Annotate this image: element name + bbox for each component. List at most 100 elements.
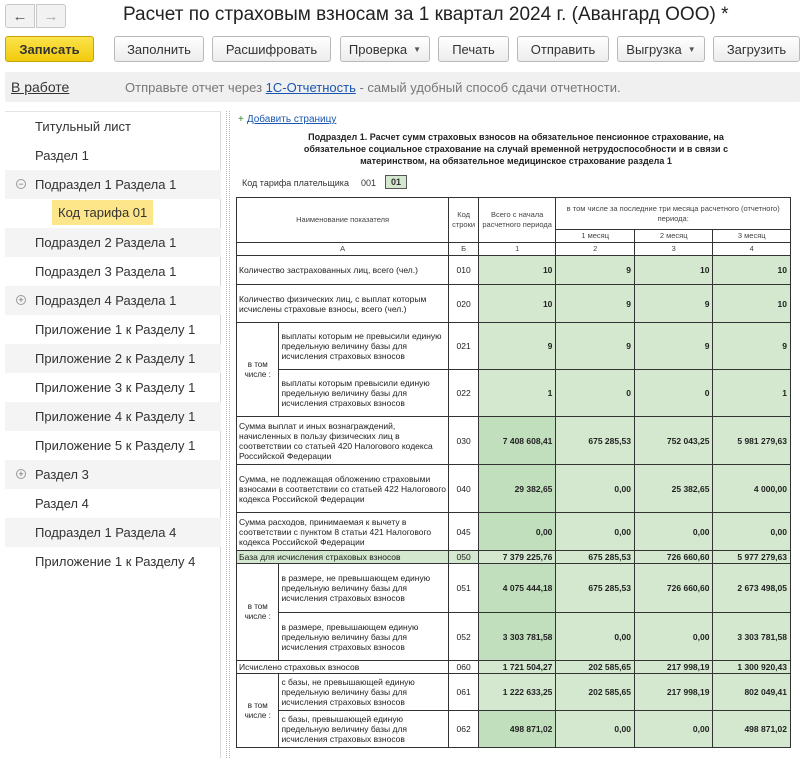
cell-total[interactable]: 1 222 633,25 xyxy=(477,673,557,711)
cell-total[interactable]: 10 xyxy=(477,255,557,285)
cell-total[interactable]: 7 379 225,76 xyxy=(477,550,557,564)
row-code: 051 xyxy=(448,563,479,613)
tree-item-subsection-1-4[interactable]: Подраздел 1 Раздела 4 xyxy=(5,518,221,547)
export-dropdown-button[interactable]: Выгрузка ▼ xyxy=(617,36,705,62)
cell-month-3[interactable]: 10 xyxy=(712,284,791,323)
cell-month-3[interactable]: 498 871,02 xyxy=(712,710,791,748)
col-b: Б xyxy=(448,242,479,256)
tree-item-tariff-01[interactable]: Код тарифа 01 xyxy=(5,199,221,228)
cell-month-2[interactable]: 0 xyxy=(633,369,714,417)
load-button[interactable]: Загрузить xyxy=(713,36,800,62)
cell-month-1[interactable]: 675 285,53 xyxy=(555,416,635,465)
cell-month-3[interactable]: 5 977 279,63 xyxy=(712,550,791,564)
cell-month-2[interactable]: 0,00 xyxy=(633,512,714,551)
fill-button[interactable]: Заполнить xyxy=(114,36,204,62)
collapse-icon[interactable]: − xyxy=(16,179,26,189)
cell-total[interactable]: 10 xyxy=(477,284,557,323)
cell-month-2[interactable]: 10 xyxy=(633,255,714,285)
cell-month-3[interactable]: 1 300 920,43 xyxy=(712,660,791,674)
cell-month-2[interactable]: 0,00 xyxy=(633,710,714,748)
cell-total[interactable]: 7 408 608,41 xyxy=(477,416,557,465)
save-button[interactable]: Записать xyxy=(5,36,94,62)
cell-total[interactable]: 1 721 504,27 xyxy=(477,660,557,674)
tree-item-section-3[interactable]: + Раздел 3 xyxy=(5,460,221,489)
1c-reporting-link[interactable]: 1С-Отчетность xyxy=(265,80,356,95)
tree-item-appendix-3[interactable]: Приложение 3 к Разделу 1 xyxy=(5,373,221,402)
table-row: Количество застрахованных лиц, всего (че… xyxy=(235,255,791,285)
cell-total[interactable]: 3 303 781,58 xyxy=(477,612,557,661)
tree-item-section-4[interactable]: Раздел 4 xyxy=(5,489,221,518)
cell-month-2[interactable]: 217 998,19 xyxy=(633,660,714,674)
tree-item-title-page[interactable]: Титульный лист xyxy=(5,112,221,141)
cell-month-1[interactable]: 0,00 xyxy=(555,710,635,748)
back-arrow-icon[interactable]: ← xyxy=(5,4,35,28)
cell-month-1[interactable]: 202 585,65 xyxy=(555,673,635,711)
heading-line: Подраздел 1. Расчет сумм страховых взнос… xyxy=(308,132,724,142)
cell-total[interactable]: 0,00 xyxy=(477,512,557,551)
forward-arrow-icon[interactable]: → xyxy=(36,4,66,28)
cell-month-1[interactable]: 0 xyxy=(555,369,635,417)
tree-item-label: Приложение 2 к Разделу 1 xyxy=(35,351,196,366)
tree-item-subsection-2-1[interactable]: Подраздел 2 Раздела 1 xyxy=(5,228,221,257)
cell-month-1[interactable]: 675 285,53 xyxy=(555,563,635,613)
cell-total[interactable]: 9 xyxy=(477,322,557,370)
cell-month-1[interactable]: 9 xyxy=(555,322,635,370)
tree-item-appendix-1[interactable]: Приложение 1 к Разделу 1 xyxy=(5,315,221,344)
expand-icon[interactable]: + xyxy=(16,295,26,305)
cell-month-1[interactable]: 202 585,65 xyxy=(555,660,635,674)
heading-line: материнством, на обязательное медицинско… xyxy=(360,156,672,166)
tree-item-subsection-4-1[interactable]: + Подраздел 4 Раздела 1 xyxy=(5,286,221,315)
tree-item-appendix-5[interactable]: Приложение 5 к Разделу 1 xyxy=(5,431,221,460)
cell-month-3[interactable]: 3 303 781,58 xyxy=(712,612,791,661)
add-page-link[interactable]: + Добавить страницу xyxy=(238,114,336,125)
cell-month-2[interactable]: 726 660,60 xyxy=(633,563,714,613)
cell-total[interactable]: 1 xyxy=(477,369,557,417)
table-row: с базы, превышающей единую предельную ве… xyxy=(237,710,791,748)
status-link[interactable]: В работе xyxy=(11,79,70,95)
tree-item-section-1[interactable]: Раздел 1 xyxy=(5,141,221,170)
info-bar: В работе Отправьте отчет через 1С-Отчетн… xyxy=(5,72,800,102)
cell-month-2[interactable]: 0,00 xyxy=(633,612,714,661)
cell-total[interactable]: 29 382,65 xyxy=(477,464,557,513)
expand-icon[interactable]: + xyxy=(16,469,26,479)
cell-month-3[interactable]: 9 xyxy=(712,322,791,370)
cell-month-3[interactable]: 2 673 498,05 xyxy=(712,563,791,613)
cell-month-2[interactable]: 9 xyxy=(633,284,714,323)
tree-item-subsection-3-1[interactable]: Подраздел 3 Раздела 1 xyxy=(5,257,221,286)
table-header-row: А Б 1 2 3 4 xyxy=(235,242,791,256)
toolbar: Записать Заполнить Расшифровать Проверка… xyxy=(0,36,800,64)
tree-item-appendix-1-4[interactable]: Приложение 1 к Разделу 4 xyxy=(5,547,221,576)
row-code: 052 xyxy=(448,612,479,661)
cell-month-3[interactable]: 10 xyxy=(712,255,791,285)
tree-item-appendix-2[interactable]: Приложение 2 к Разделу 1 xyxy=(5,344,221,373)
cell-month-1[interactable]: 9 xyxy=(555,255,635,285)
cell-total[interactable]: 498 871,02 xyxy=(477,710,557,748)
panel-splitter[interactable] xyxy=(226,111,230,758)
cell-month-1[interactable]: 9 xyxy=(555,284,635,323)
cell-month-3[interactable]: 4 000,00 xyxy=(712,464,791,513)
decode-button[interactable]: Расшифровать xyxy=(212,36,331,62)
incl-label: в том числе : xyxy=(235,322,280,417)
tree-item-subsection-1-1[interactable]: − Подраздел 1 Раздела 1 xyxy=(5,170,221,199)
cell-month-1[interactable]: 0,00 xyxy=(555,612,635,661)
cell-month-2[interactable]: 217 998,19 xyxy=(633,673,714,711)
check-dropdown-button[interactable]: Проверка ▼ xyxy=(340,36,430,62)
cell-month-1[interactable]: 675 285,53 xyxy=(555,550,635,564)
cell-month-3[interactable]: 5 981 279,63 xyxy=(712,416,791,465)
cell-month-1[interactable]: 0,00 xyxy=(555,512,635,551)
cell-month-2[interactable]: 752 043,25 xyxy=(633,416,714,465)
cell-month-2[interactable]: 9 xyxy=(633,322,714,370)
cell-month-3[interactable]: 802 049,41 xyxy=(712,673,791,711)
tree-item-appendix-4[interactable]: Приложение 4 к Разделу 1 xyxy=(5,402,221,431)
tariff-code-field[interactable]: 01 xyxy=(385,175,407,189)
cell-month-1[interactable]: 0,00 xyxy=(555,464,635,513)
cell-total[interactable]: 4 075 444,18 xyxy=(477,563,557,613)
send-button[interactable]: Отправить xyxy=(517,36,609,62)
print-button[interactable]: Печать xyxy=(438,36,509,62)
cell-month-3[interactable]: 1 xyxy=(712,369,791,417)
incl-label: в том числе : xyxy=(235,563,280,661)
cell-month-2[interactable]: 726 660,60 xyxy=(633,550,714,564)
cell-month-2[interactable]: 25 382,65 xyxy=(633,464,714,513)
tariff-label: Код тарифа плательщика xyxy=(242,178,349,188)
cell-month-3[interactable]: 0,00 xyxy=(712,512,791,551)
